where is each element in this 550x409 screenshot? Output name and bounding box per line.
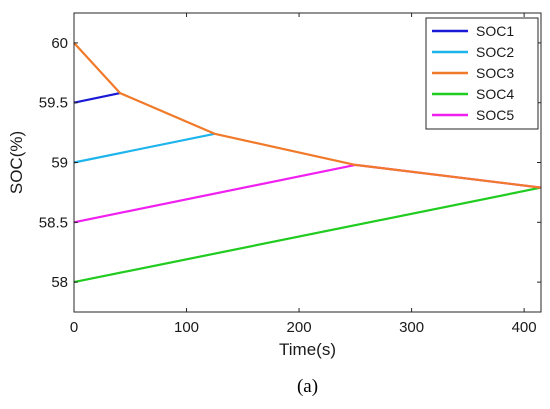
legend-label-soc5: SOC5	[476, 107, 514, 123]
y-tick-label: 58	[51, 274, 68, 291]
series-line-soc5	[73, 163, 542, 224]
y-tick-label: 59.5	[39, 95, 68, 112]
x-tick-label: 100	[174, 319, 199, 336]
x-tick-label: 200	[287, 319, 312, 336]
y-tick-label: 59	[51, 155, 68, 172]
series-layer	[73, 42, 542, 284]
series-line-soc4	[73, 186, 542, 284]
legend-label-soc4: SOC4	[476, 86, 514, 102]
figure-caption: (a)	[297, 376, 318, 397]
series-line-soc2	[73, 132, 215, 164]
x-axis-title: Time(s)	[279, 340, 336, 359]
x-tick-label: 400	[512, 319, 537, 336]
x-tick-label: 300	[399, 319, 424, 336]
legend-label-soc2: SOC2	[476, 44, 514, 60]
y-tick-label: 58.5	[39, 214, 68, 231]
legend-label-soc1: SOC1	[476, 23, 514, 39]
legend-label-soc3: SOC3	[476, 65, 514, 81]
series-line-soc3	[73, 42, 542, 189]
y-axis-title: SOC(%)	[7, 131, 26, 194]
legend: SOC1 SOC2 SOC3 SOC4 SOC5	[425, 17, 539, 130]
x-tick-label: 0	[70, 319, 78, 336]
ticks-layer: 0 100 200 300 400 58 58.5 59 59.5 60	[39, 13, 541, 336]
series-line-soc1	[73, 92, 121, 104]
y-tick-label: 60	[51, 35, 68, 52]
